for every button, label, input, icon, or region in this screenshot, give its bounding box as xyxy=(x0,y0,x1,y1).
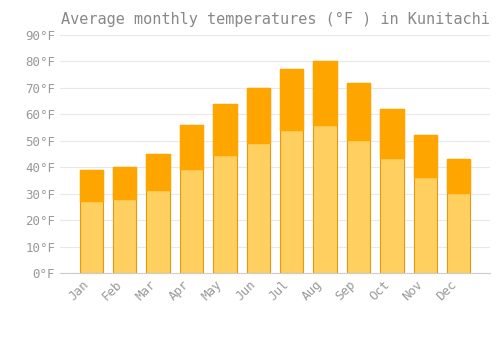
Bar xyxy=(447,159,470,194)
Bar xyxy=(80,170,103,273)
Bar xyxy=(113,167,136,273)
Bar xyxy=(180,125,203,169)
Bar xyxy=(113,167,136,199)
Bar xyxy=(380,109,404,273)
Bar xyxy=(246,88,270,273)
Bar xyxy=(213,104,236,273)
Bar xyxy=(280,69,303,273)
Bar xyxy=(314,62,337,125)
Bar xyxy=(347,83,370,140)
Bar xyxy=(314,62,337,273)
Bar xyxy=(213,104,236,155)
Bar xyxy=(447,159,470,273)
Bar xyxy=(414,135,437,273)
Bar xyxy=(146,154,170,190)
Bar xyxy=(280,69,303,131)
Bar xyxy=(146,154,170,273)
Bar xyxy=(414,135,437,177)
Bar xyxy=(180,125,203,273)
Title: Average monthly temperatures (°F ) in Kunitachi: Average monthly temperatures (°F ) in Ku… xyxy=(60,12,490,27)
Bar xyxy=(380,109,404,158)
Bar xyxy=(246,88,270,144)
Bar xyxy=(80,170,103,201)
Bar xyxy=(347,83,370,273)
